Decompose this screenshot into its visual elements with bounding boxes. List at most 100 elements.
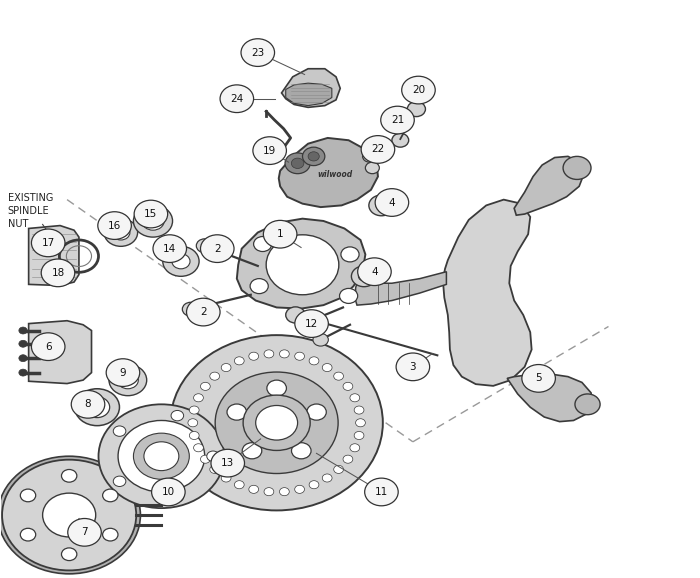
Text: 13: 13	[221, 458, 234, 468]
Polygon shape	[279, 138, 378, 207]
Circle shape	[188, 418, 197, 427]
Circle shape	[365, 478, 398, 506]
Text: 12: 12	[305, 318, 318, 329]
Circle shape	[307, 404, 326, 420]
Circle shape	[358, 272, 370, 281]
Circle shape	[286, 307, 305, 323]
Text: 23: 23	[251, 47, 265, 58]
Circle shape	[153, 235, 186, 262]
Circle shape	[220, 85, 253, 113]
Circle shape	[172, 254, 190, 269]
Circle shape	[402, 76, 435, 104]
Text: 2: 2	[200, 307, 206, 317]
Circle shape	[211, 449, 244, 477]
Circle shape	[340, 288, 358, 303]
Text: 14: 14	[163, 244, 176, 254]
Circle shape	[200, 382, 210, 390]
Circle shape	[19, 327, 27, 334]
Circle shape	[291, 443, 311, 459]
Circle shape	[361, 136, 395, 164]
Circle shape	[85, 397, 110, 417]
Text: 20: 20	[412, 85, 425, 95]
Circle shape	[295, 310, 328, 338]
Circle shape	[309, 481, 319, 489]
Circle shape	[171, 335, 383, 510]
Circle shape	[182, 302, 199, 316]
Text: 2: 2	[214, 244, 220, 254]
Circle shape	[251, 402, 302, 443]
Text: 4: 4	[389, 198, 396, 208]
Circle shape	[309, 357, 319, 365]
Circle shape	[241, 39, 274, 66]
Text: 17: 17	[41, 238, 55, 248]
Circle shape	[375, 188, 409, 216]
Circle shape	[227, 404, 246, 420]
Circle shape	[103, 528, 118, 541]
Circle shape	[43, 493, 96, 537]
Circle shape	[194, 444, 204, 452]
Circle shape	[253, 137, 286, 165]
Circle shape	[248, 486, 258, 494]
Polygon shape	[237, 218, 365, 309]
Circle shape	[62, 548, 77, 561]
Circle shape	[62, 469, 77, 482]
Circle shape	[392, 134, 409, 147]
Polygon shape	[356, 272, 447, 305]
Circle shape	[2, 460, 136, 570]
Text: 24: 24	[230, 94, 244, 103]
Circle shape	[200, 455, 210, 463]
Circle shape	[109, 365, 147, 396]
Circle shape	[563, 157, 591, 179]
Text: 5: 5	[536, 373, 542, 383]
Text: 7: 7	[81, 527, 88, 538]
Circle shape	[266, 235, 339, 295]
Circle shape	[99, 405, 224, 508]
Text: EXISTING
SPINDLE
NUT: EXISTING SPINDLE NUT	[8, 193, 53, 229]
Circle shape	[295, 486, 304, 494]
Circle shape	[106, 359, 140, 387]
Circle shape	[263, 220, 297, 248]
Circle shape	[194, 394, 204, 402]
Text: 4: 4	[371, 266, 378, 277]
Circle shape	[381, 106, 414, 134]
Circle shape	[363, 151, 377, 162]
Circle shape	[186, 298, 220, 326]
Circle shape	[351, 266, 377, 287]
Text: 16: 16	[108, 221, 121, 231]
Circle shape	[313, 334, 328, 346]
Circle shape	[71, 391, 105, 418]
Circle shape	[322, 474, 332, 482]
Circle shape	[221, 474, 231, 482]
Circle shape	[267, 380, 286, 397]
Circle shape	[369, 195, 394, 216]
Circle shape	[354, 431, 364, 439]
Circle shape	[118, 372, 139, 389]
Circle shape	[243, 395, 310, 450]
Circle shape	[152, 478, 185, 506]
Circle shape	[210, 465, 220, 473]
Circle shape	[103, 489, 118, 502]
Circle shape	[308, 152, 319, 161]
Polygon shape	[443, 199, 531, 386]
Text: wilwood: wilwood	[317, 171, 352, 179]
Text: 21: 21	[391, 115, 404, 125]
Circle shape	[112, 225, 130, 240]
Circle shape	[396, 353, 430, 381]
Circle shape	[264, 488, 274, 496]
Circle shape	[291, 158, 304, 169]
Text: 18: 18	[51, 268, 64, 278]
Polygon shape	[286, 83, 332, 106]
Circle shape	[302, 147, 325, 166]
Circle shape	[264, 350, 274, 358]
Circle shape	[0, 456, 141, 574]
Circle shape	[134, 205, 173, 237]
Circle shape	[118, 420, 204, 492]
Text: 22: 22	[371, 144, 384, 154]
Polygon shape	[29, 225, 79, 286]
Circle shape	[376, 201, 387, 210]
Circle shape	[350, 444, 360, 452]
Circle shape	[134, 433, 189, 479]
Polygon shape	[508, 375, 593, 421]
Circle shape	[19, 340, 27, 347]
Polygon shape	[29, 321, 92, 384]
